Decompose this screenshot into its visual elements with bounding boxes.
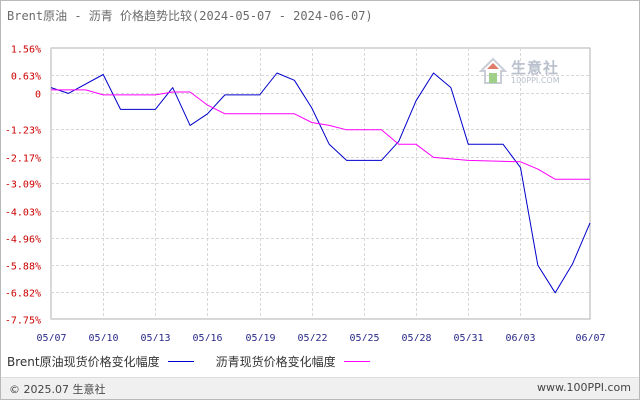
logo-url-text: 100PPI.COM	[511, 76, 560, 85]
tick-layer: 1.56% 0.63% 0 -1.23% -2.17% -3.09% -4.03% -4.96…	[5, 45, 606, 342]
legend-label-asphalt: 沥青现货价格变化幅度	[215, 355, 336, 369]
y-tick-label: -6.82%	[5, 289, 41, 300]
series-layer	[50, 72, 591, 294]
grid-layer	[50, 47, 591, 320]
x-tick-label: 06/03	[505, 333, 535, 341]
site-logo: 生意社 100PPI.COM	[479, 55, 575, 95]
copyright-text: © 2025.07 生意社	[9, 383, 106, 396]
y-tick-label: -4.96%	[5, 235, 41, 246]
y-tick-label: 1.56%	[11, 45, 41, 56]
footer-bar: © 2025.07 生意社 www.100PPI.com	[1, 377, 639, 399]
x-tick-label: 05/10	[88, 333, 118, 341]
plot-svg: 1.56% 0.63% 0 -1.23% -2.17% -3.09% -4.03% -4.96…	[5, 45, 606, 342]
y-tick-label: 0.63%	[11, 72, 41, 83]
y-tick-label: -4.03%	[5, 208, 41, 219]
x-tick-label: 06/07	[575, 333, 605, 341]
site-url-link[interactable]: www.100PPI.com	[537, 381, 631, 394]
legend-swatch-asphalt	[343, 361, 370, 362]
y-tick-label: -1.23%	[5, 126, 41, 137]
y-tick-label: -5.88%	[5, 262, 41, 273]
y-tick-label: -7.75%	[5, 316, 41, 327]
x-tick-label: 05/16	[192, 333, 222, 341]
x-tick-label: 05/22	[297, 333, 327, 341]
x-tick-label: 05/13	[140, 333, 170, 341]
chart-title: Brent原油 - 沥青 价格趋势比较(2024-05-07 - 2024-06…	[7, 9, 373, 23]
legend: Brent原油现货价格变化幅度 沥青现货价格变化幅度	[7, 353, 392, 370]
x-tick-label: 05/25	[349, 333, 379, 341]
y-tick-label: -3.09%	[5, 180, 41, 191]
y-tick-label: -2.17%	[5, 154, 41, 165]
logo-text: 生意社	[511, 59, 560, 77]
x-tick-label: 05/19	[245, 333, 275, 341]
legend-swatch-brent	[167, 361, 194, 362]
series-line-brent	[50, 72, 591, 294]
x-tick-label: 05/07	[36, 333, 66, 341]
y-tick-label: 0	[35, 90, 41, 101]
legend-label-brent: Brent原油现货价格变化幅度	[7, 355, 160, 369]
x-tick-label: 05/31	[453, 333, 483, 341]
house-logo-icon	[479, 57, 507, 84]
x-tick-label: 05/28	[401, 333, 431, 341]
series-line-asphalt	[51, 89, 590, 180]
legend-item-brent: Brent原油现货价格变化幅度	[7, 353, 194, 370]
legend-item-asphalt: 沥青现货价格变化幅度	[216, 353, 370, 370]
